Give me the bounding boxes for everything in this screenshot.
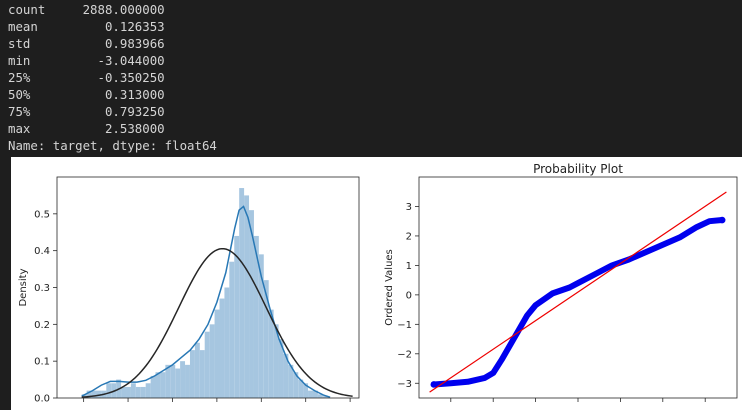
- hist-bar: [283, 353, 289, 398]
- stat-row: 75% 0.793250: [8, 103, 217, 120]
- hist-bar: [175, 368, 181, 398]
- y-tick-label: 0.1: [34, 357, 50, 368]
- y-tick-label: −2: [397, 349, 412, 360]
- hist-bar: [244, 195, 250, 398]
- hist-bar: [130, 383, 136, 398]
- stat-value: 0.313000: [104, 87, 165, 102]
- stat-value: 2.538000: [104, 121, 165, 136]
- hist-bar: [150, 375, 156, 398]
- hist-bar: [322, 396, 328, 398]
- hist-bar: [180, 361, 186, 398]
- y-tick-label: −1: [397, 320, 412, 331]
- stat-row: 50% 0.313000: [8, 86, 217, 103]
- stat-row: max 2.538000: [8, 120, 217, 137]
- hist-bar: [209, 324, 215, 398]
- y-tick-label: 1: [406, 261, 412, 272]
- hist-bar: [258, 254, 264, 398]
- hist-bar: [165, 364, 171, 398]
- stat-key: 75%: [8, 104, 31, 119]
- hist-bar: [121, 386, 127, 398]
- stat-value: 0.126353: [104, 19, 165, 34]
- hist-bar: [155, 372, 161, 398]
- stat-key: 25%: [8, 70, 31, 85]
- figure-output: 0.0 0.1 0.2 0.3 0.4 0.5 Density −3 −2 −1 0 1 2 3 Proba…: [11, 157, 742, 410]
- stat-row: 25% -0.350250: [8, 69, 217, 86]
- hist-bar: [249, 210, 254, 398]
- hist-bar: [160, 372, 166, 398]
- stat-key: std: [8, 36, 31, 51]
- y-axis-label: Density: [18, 268, 29, 306]
- stat-row: std 0.983966: [8, 35, 217, 52]
- fit-line: [429, 191, 727, 393]
- hist-bar: [268, 309, 274, 398]
- hist-bar: [298, 379, 304, 398]
- qq-axes-bg: [419, 177, 737, 398]
- stat-key: min: [8, 53, 31, 68]
- hist-bar: [189, 350, 195, 398]
- normal-fit-line: [81, 247, 353, 398]
- hist-bar: [135, 386, 141, 398]
- hist-bar: [194, 342, 200, 398]
- stat-row: min -3.044000: [8, 52, 217, 69]
- hist-bar: [214, 309, 220, 398]
- series-footer: Name: target, dtype: float64: [8, 138, 217, 153]
- stat-key: max: [8, 121, 31, 136]
- describe-output: count 2888.000000 mean 0.126353 std 0.983966 m…: [8, 1, 217, 154]
- hist-bar: [253, 235, 259, 398]
- hist-bar: [234, 235, 240, 398]
- stat-row: mean 0.126353: [8, 18, 217, 35]
- hist-bar: [204, 331, 210, 398]
- hist-bar: [81, 394, 87, 398]
- probability-plot: −3 −2 −1 0 1 2 3 Probability Plot Ordered Values: [384, 162, 738, 402]
- y-tick-label: 0.3: [34, 283, 50, 294]
- plot-title: Probability Plot: [533, 162, 623, 176]
- stat-value: -3.044000: [97, 53, 165, 68]
- hist-bar: [91, 390, 97, 398]
- y-tick-label: 0: [406, 290, 412, 301]
- y-tick-label: 3: [406, 202, 412, 213]
- y-tick-label: −3: [397, 379, 412, 390]
- hist-bar: [106, 383, 112, 398]
- hist-bar: [199, 350, 205, 398]
- stat-value: 2888.000000: [82, 2, 165, 17]
- hist-bar: [145, 383, 151, 398]
- hist-bar: [278, 339, 284, 398]
- hist-bar: [293, 372, 299, 398]
- hist-bar: [263, 280, 269, 398]
- hist-bar: [273, 324, 279, 398]
- stat-row: count 2888.000000: [8, 1, 217, 18]
- stat-key: count: [8, 2, 46, 17]
- stat-value: 0.793250: [104, 104, 165, 119]
- hist-bar: [303, 383, 309, 398]
- hist-bar: [170, 364, 176, 398]
- hist-bar: [86, 390, 92, 398]
- hist-bar: [239, 188, 245, 398]
- hist-bar: [140, 386, 146, 398]
- figure-canvas: 0.0 0.1 0.2 0.3 0.4 0.5 Density −3 −2 −1 0 1 2 3 Proba…: [18, 162, 738, 405]
- hist-bar: [229, 261, 235, 398]
- stat-value: 0.983966: [104, 36, 165, 51]
- qq-point: [718, 216, 726, 224]
- hist-bar: [308, 390, 313, 398]
- y-tick-label: 0.2: [34, 320, 50, 331]
- stat-key: mean: [8, 19, 38, 34]
- hist-bar: [312, 390, 318, 398]
- y-tick-label: 0.5: [34, 209, 50, 220]
- hist-bar: [224, 287, 230, 398]
- hist-bar: [96, 390, 102, 398]
- hist-bar: [288, 364, 294, 398]
- qq-point: [430, 381, 438, 388]
- hist-bar: [126, 386, 131, 398]
- y-axis-label: Ordered Values: [384, 249, 395, 326]
- stat-value: -0.350250: [97, 70, 165, 85]
- hist-bar: [317, 394, 323, 398]
- density-plot: 0.0 0.1 0.2 0.3 0.4 0.5 Density: [18, 176, 360, 405]
- y-tick-label: 2: [406, 231, 412, 242]
- y-tick-label: 0.4: [34, 246, 50, 257]
- hist-bar: [185, 364, 190, 398]
- hist-bar: [219, 298, 225, 398]
- qq-points: [430, 217, 726, 388]
- y-tick-label: 0.0: [34, 394, 50, 405]
- stat-key: 50%: [8, 87, 31, 102]
